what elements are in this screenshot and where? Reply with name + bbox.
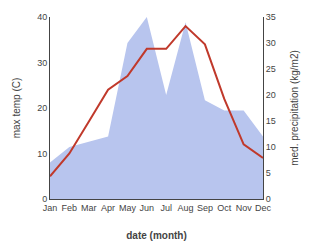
svg-text:20: 20 (37, 103, 47, 113)
svg-text:max temp (C): max temp (C) (11, 78, 22, 139)
svg-text:Jun: Jun (140, 203, 155, 213)
svg-text:Oct: Oct (217, 203, 232, 213)
svg-text:Apr: Apr (101, 203, 115, 213)
svg-text:med. precipitation (kg/m2): med. precipitation (kg/m2) (289, 50, 300, 166)
svg-text:10: 10 (37, 149, 47, 159)
svg-text:0: 0 (42, 194, 47, 204)
svg-text:30: 30 (266, 38, 276, 48)
svg-text:Jul: Jul (160, 203, 172, 213)
svg-text:40: 40 (37, 12, 47, 22)
svg-text:15: 15 (266, 116, 276, 126)
svg-text:Mar: Mar (81, 203, 97, 213)
svg-text:Aug: Aug (178, 203, 194, 213)
svg-text:5: 5 (266, 168, 271, 178)
svg-text:35: 35 (266, 12, 276, 22)
svg-text:10: 10 (266, 142, 276, 152)
svg-text:Dec: Dec (255, 203, 272, 213)
svg-text:20: 20 (266, 90, 276, 100)
svg-text:30: 30 (37, 58, 47, 68)
svg-text:Jan: Jan (43, 203, 58, 213)
svg-text:Sep: Sep (197, 203, 213, 213)
svg-text:date (month): date (month) (126, 230, 187, 241)
svg-text:May: May (119, 203, 137, 213)
svg-text:Feb: Feb (62, 203, 78, 213)
svg-text:25: 25 (266, 64, 276, 74)
svg-text:Nov: Nov (236, 203, 253, 213)
svg-text:0: 0 (266, 194, 271, 204)
